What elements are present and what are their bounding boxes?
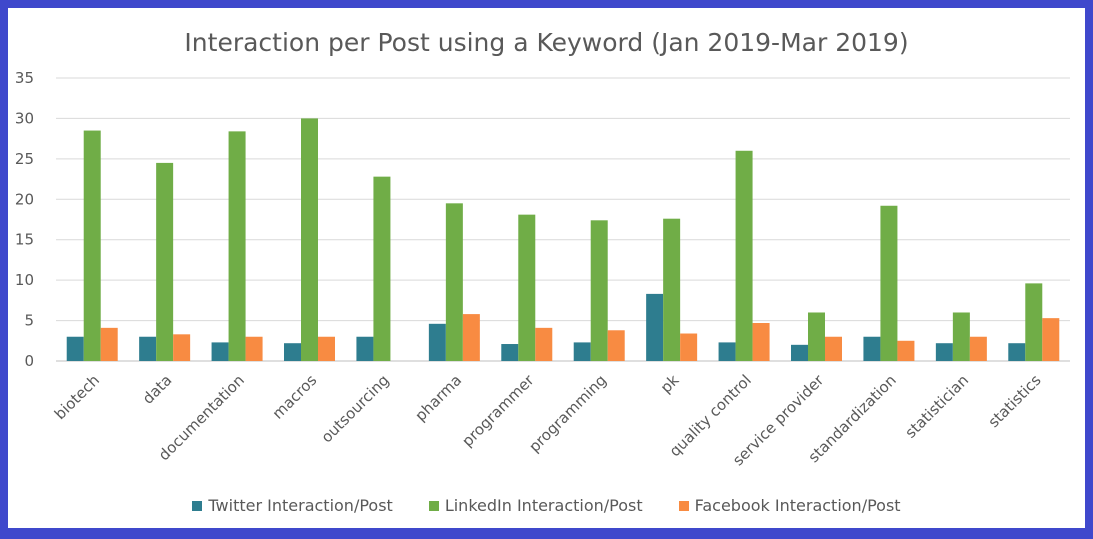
bar-facebook bbox=[462, 314, 480, 361]
bar-twitter bbox=[863, 336, 881, 361]
bar-twitter bbox=[66, 336, 84, 361]
x-tick-label: outsourcing bbox=[318, 371, 393, 446]
bar-twitter bbox=[718, 342, 736, 361]
bar-facebook bbox=[173, 334, 191, 361]
bar-twitter bbox=[284, 343, 301, 361]
bar-linkedin bbox=[663, 218, 681, 361]
bar-linkedin bbox=[445, 203, 463, 361]
x-tick-label: pk bbox=[657, 371, 683, 397]
bar-linkedin bbox=[518, 214, 536, 361]
legend-swatch bbox=[428, 500, 439, 511]
bar-linkedin bbox=[880, 205, 898, 361]
bar-twitter bbox=[935, 343, 953, 361]
x-tick-label: programmer bbox=[458, 371, 538, 451]
gridlines bbox=[56, 77, 1070, 362]
bar-facebook bbox=[318, 336, 335, 361]
y-tick-label: 20 bbox=[15, 190, 34, 208]
bar-linkedin bbox=[83, 130, 101, 361]
bar-twitter bbox=[1008, 343, 1026, 361]
bar-linkedin bbox=[228, 131, 246, 361]
bar-twitter bbox=[791, 344, 808, 361]
y-axis-ticks: 0 5 10 15 20 25 30 35 bbox=[15, 69, 34, 370]
x-tick-label: statistics bbox=[985, 371, 1045, 431]
x-tick-label: biotech bbox=[51, 371, 103, 423]
x-tick-label: statistician bbox=[902, 371, 973, 442]
bar-linkedin bbox=[1025, 283, 1043, 361]
bar-facebook bbox=[1042, 318, 1060, 361]
bars bbox=[66, 118, 1060, 361]
x-tick-label: data bbox=[139, 371, 176, 408]
bar-facebook bbox=[825, 336, 842, 361]
legend-label: LinkedIn Interaction/Post bbox=[444, 496, 643, 515]
legend-item: LinkedIn Interaction/Post bbox=[428, 496, 643, 515]
y-tick-label: 30 bbox=[15, 109, 34, 127]
bar-linkedin bbox=[373, 176, 391, 361]
y-tick-label: 5 bbox=[24, 312, 34, 330]
bar-twitter bbox=[573, 342, 591, 361]
y-tick-label: 25 bbox=[15, 150, 34, 168]
bar-twitter bbox=[139, 336, 157, 361]
x-tick-label: macros bbox=[269, 371, 321, 423]
bar-twitter bbox=[211, 342, 229, 361]
bar-twitter bbox=[501, 344, 519, 361]
legend-item: Twitter Interaction/Post bbox=[192, 496, 393, 515]
bar-facebook bbox=[680, 333, 698, 361]
x-tick-label: programming bbox=[525, 371, 610, 456]
y-tick-label: 0 bbox=[24, 352, 34, 370]
bar-twitter bbox=[356, 336, 374, 361]
y-tick-label: 15 bbox=[15, 231, 34, 249]
chart-frame: Interaction per Post using a Keyword (Ja… bbox=[8, 8, 1085, 528]
legend-swatch bbox=[678, 500, 689, 511]
bar-linkedin bbox=[301, 118, 318, 361]
y-tick-label: 10 bbox=[15, 271, 34, 289]
bar-facebook bbox=[100, 327, 118, 361]
bar-linkedin bbox=[590, 220, 608, 361]
bar-twitter bbox=[646, 293, 664, 361]
bar-facebook bbox=[752, 322, 770, 361]
bar-facebook bbox=[897, 340, 915, 361]
legend-label: Twitter Interaction/Post bbox=[208, 496, 393, 515]
chart-title: Interaction per Post using a Keyword (Ja… bbox=[184, 28, 909, 57]
bar-linkedin bbox=[735, 150, 753, 361]
bar-linkedin bbox=[808, 312, 825, 361]
y-tick-label: 35 bbox=[15, 69, 34, 87]
x-tick-label: pharma bbox=[411, 371, 465, 425]
bar-facebook bbox=[245, 336, 263, 361]
legend-label: Facebook Interaction/Post bbox=[694, 496, 901, 515]
legend: Twitter Interaction/Post LinkedIn Interac… bbox=[8, 496, 1085, 515]
bar-facebook bbox=[607, 330, 625, 361]
legend-item: Facebook Interaction/Post bbox=[678, 496, 901, 515]
bar-linkedin bbox=[952, 312, 970, 361]
bar-facebook bbox=[969, 336, 987, 361]
bar-facebook bbox=[535, 327, 553, 361]
legend-swatch bbox=[192, 500, 203, 511]
bar-linkedin bbox=[156, 162, 174, 361]
bar-twitter bbox=[428, 323, 446, 361]
